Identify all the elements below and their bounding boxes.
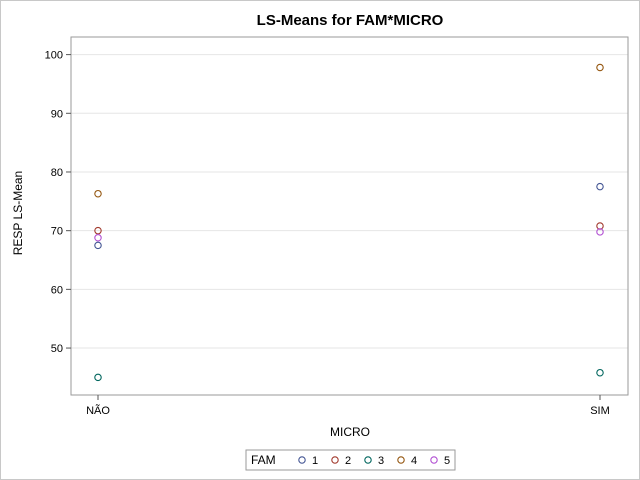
y-tick-label-70: 70	[51, 226, 63, 238]
legend-marker-5	[430, 456, 438, 464]
y-tick-label-100: 100	[45, 50, 63, 62]
y-axis-label: RESP LS-Mean	[11, 171, 25, 256]
legend-label-3: 3	[378, 455, 384, 467]
legend-marker-3	[364, 456, 372, 464]
y-tick-label-60: 60	[51, 284, 63, 296]
y-tick-label-80: 80	[51, 167, 63, 179]
legend-label-4: 4	[411, 455, 417, 467]
point-fam-4-0	[94, 189, 102, 198]
legend-box	[245, 449, 456, 471]
plot-area	[70, 36, 629, 396]
point-fam-1-0	[94, 241, 102, 250]
legend-title: FAM	[251, 453, 276, 467]
data-points	[94, 63, 604, 382]
legend-label-1: 1	[312, 455, 318, 467]
y-axis: 50 60 70 80 90 100	[45, 50, 71, 355]
point-fam-1-1	[596, 182, 604, 191]
chart-title: LS-Means for FAM*MICRO	[257, 12, 444, 29]
point-fam-5-1	[596, 228, 604, 236]
legend-marker-1	[298, 456, 306, 464]
legend-marker-4	[397, 456, 405, 464]
grid-lines	[71, 54, 628, 349]
legend-items: 1 2 3 4 5	[298, 455, 450, 467]
x-axis: NÃO SIM	[86, 395, 610, 417]
y-tick-label-90: 90	[51, 108, 63, 120]
point-fam-5-0	[94, 233, 102, 242]
point-fam-2-0	[94, 226, 102, 235]
y-tick-label-50: 50	[51, 343, 63, 355]
point-fam-3-0	[94, 373, 102, 382]
point-fam-3-1	[596, 368, 604, 377]
point-fam-4-1	[596, 63, 604, 72]
x-axis-label: MICRO	[330, 425, 370, 439]
legend-marker-2	[331, 456, 339, 464]
legend-label-5: 5	[444, 455, 450, 467]
legend: FAM 1 2 3 4 5	[245, 449, 456, 471]
legend-label-2: 2	[345, 455, 351, 467]
x-tick-label-0: NÃO	[86, 404, 110, 417]
x-tick-label-1: SIM	[590, 405, 610, 417]
